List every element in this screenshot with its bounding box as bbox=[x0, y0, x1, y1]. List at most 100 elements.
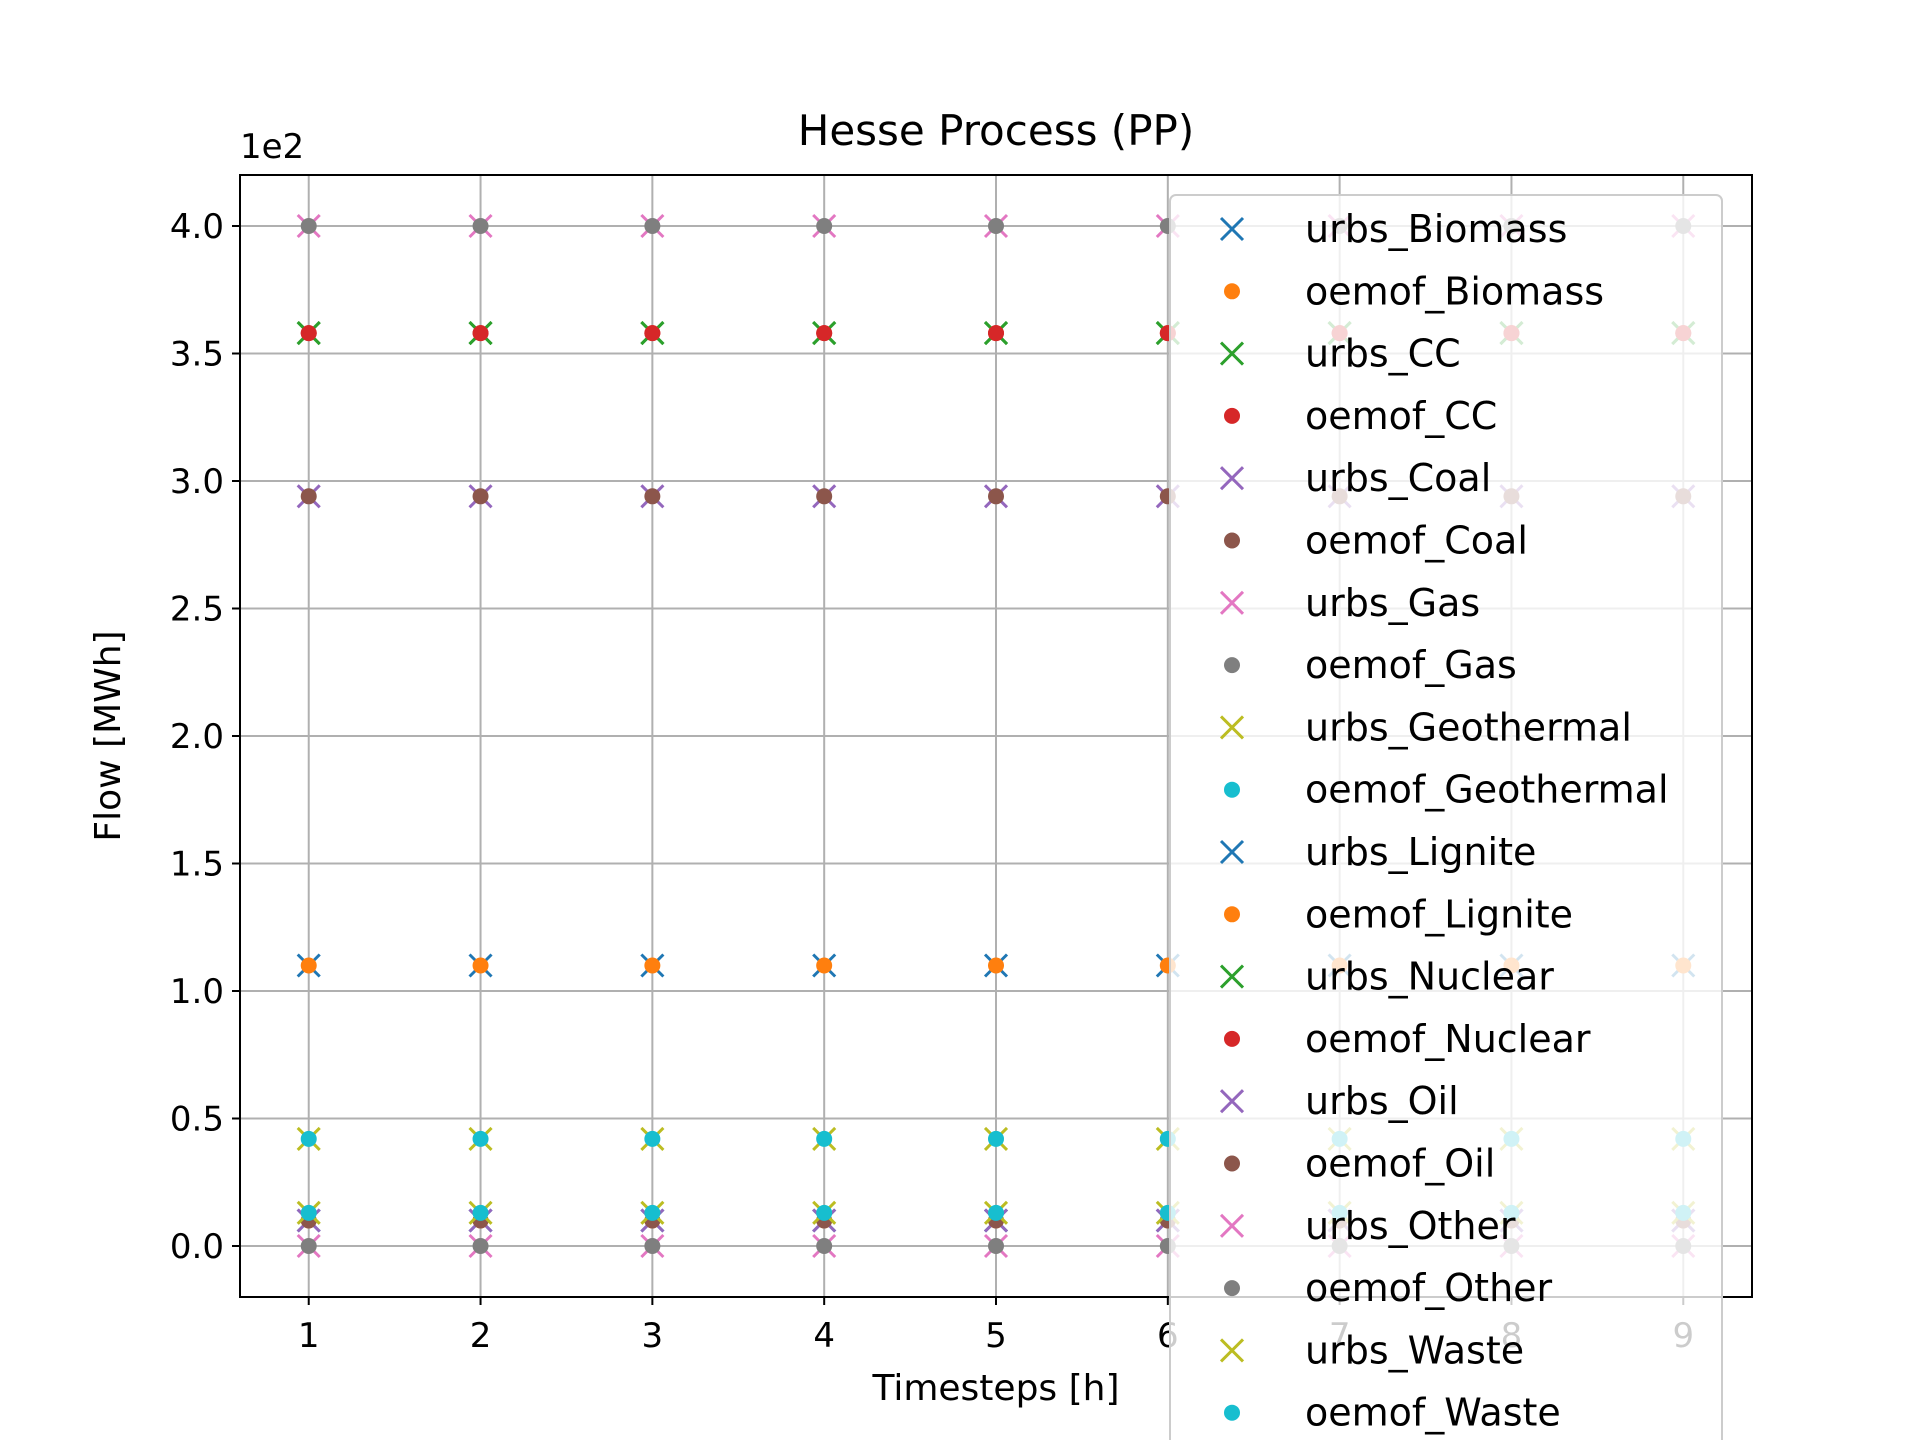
y-tick-label: 3.5 bbox=[170, 335, 224, 375]
legend-item: oemof_Other bbox=[1224, 1266, 1553, 1310]
legend-label: oemof_Lignite bbox=[1305, 892, 1573, 936]
legend-marker bbox=[1224, 407, 1240, 424]
marker-stroke bbox=[1219, 839, 1245, 865]
legend-marker bbox=[1219, 715, 1245, 740]
marker-stroke bbox=[1219, 466, 1245, 491]
legend-box bbox=[1169, 194, 1723, 1440]
legend-item: oemof_Geothermal bbox=[1224, 768, 1669, 812]
legend-item: urbs_Geothermal bbox=[1219, 705, 1632, 749]
legend-label: urbs_Oil bbox=[1305, 1079, 1459, 1123]
data-point bbox=[988, 218, 1004, 234]
y-tick-label: 0.5 bbox=[170, 1100, 224, 1140]
legend-marker bbox=[1224, 906, 1240, 923]
legend-marker bbox=[1219, 964, 1245, 989]
data-point bbox=[472, 957, 489, 974]
data-point bbox=[300, 218, 317, 234]
legend-item: urbs_Biomass bbox=[1219, 207, 1567, 251]
data-point bbox=[988, 1130, 1004, 1147]
legend-label: urbs_CC bbox=[1305, 332, 1461, 376]
legend-item: urbs_Coal bbox=[1219, 456, 1491, 500]
y-tick-label: 0.0 bbox=[170, 1227, 224, 1267]
legend-label: oemof_Waste bbox=[1305, 1391, 1561, 1435]
data-point bbox=[816, 1130, 833, 1147]
y-tick-label: 3.0 bbox=[170, 462, 224, 502]
legend-marker bbox=[1224, 1030, 1240, 1047]
data-point bbox=[644, 218, 661, 234]
legend-item: oemof_Nuclear bbox=[1224, 1017, 1591, 1061]
y-axis-offset-text: 1e2 bbox=[240, 127, 304, 167]
legend-label: oemof_Oil bbox=[1305, 1142, 1495, 1186]
marker-stroke bbox=[1219, 1089, 1245, 1114]
legend-item: urbs_Nuclear bbox=[1219, 955, 1554, 999]
data-point bbox=[300, 957, 317, 974]
data-point bbox=[472, 325, 489, 342]
data-point bbox=[644, 957, 661, 974]
data-point bbox=[816, 1238, 833, 1254]
legend-marker bbox=[1219, 1089, 1245, 1114]
data-point bbox=[300, 1130, 317, 1147]
data-point bbox=[644, 488, 661, 505]
legend-item: oemof_Lignite bbox=[1224, 892, 1573, 936]
legend-marker bbox=[1219, 341, 1245, 366]
legend-marker bbox=[1219, 1338, 1245, 1363]
marker-stroke bbox=[1219, 590, 1245, 615]
legend-item: urbs_Gas bbox=[1219, 581, 1480, 625]
data-point bbox=[300, 1238, 317, 1254]
data-point bbox=[988, 1238, 1004, 1254]
data-point bbox=[988, 957, 1004, 974]
legend: urbs_Biomass oemof_Biomass urbs_CC oemof_CC… bbox=[1169, 194, 1723, 1440]
legend-item: oemof_Oil bbox=[1224, 1142, 1495, 1186]
legend-label: oemof_Other bbox=[1305, 1266, 1553, 1310]
legend-item: urbs_Waste bbox=[1219, 1328, 1524, 1372]
legend-label: oemof_Coal bbox=[1305, 519, 1528, 563]
legend-marker bbox=[1224, 1280, 1240, 1297]
data-point bbox=[472, 218, 489, 234]
legend-marker bbox=[1224, 1155, 1240, 1172]
data-point bbox=[816, 1204, 833, 1221]
data-point bbox=[300, 1204, 317, 1221]
marker-stroke bbox=[1219, 341, 1245, 366]
marker-stroke bbox=[1219, 1338, 1245, 1363]
legend-label: urbs_Other bbox=[1305, 1204, 1516, 1248]
legend-marker bbox=[1224, 532, 1240, 549]
legend-marker bbox=[1219, 1213, 1245, 1238]
marker-stroke bbox=[1219, 715, 1245, 740]
data-point bbox=[988, 1204, 1004, 1221]
data-point bbox=[816, 957, 833, 974]
chart-title: Hesse Process (PP) bbox=[798, 106, 1194, 155]
data-point bbox=[644, 1130, 661, 1147]
legend-item: oemof_Biomass bbox=[1224, 269, 1604, 313]
ticks: 1234567890.00.51.01.52.02.53.03.54.0 bbox=[170, 207, 1694, 1356]
data-point bbox=[816, 488, 833, 505]
legend-label: oemof_Biomass bbox=[1305, 269, 1604, 313]
x-tick-label: 2 bbox=[470, 1316, 492, 1356]
legend-item: urbs_Other bbox=[1219, 1204, 1516, 1248]
x-tick-label: 3 bbox=[642, 1316, 664, 1356]
x-tick-label: 4 bbox=[813, 1316, 835, 1356]
legend-marker bbox=[1219, 216, 1245, 242]
legend-label: oemof_Nuclear bbox=[1305, 1017, 1591, 1061]
legend-label: urbs_Lignite bbox=[1305, 830, 1536, 874]
legend-item: urbs_Lignite bbox=[1219, 830, 1536, 874]
marker-stroke bbox=[1219, 964, 1245, 989]
legend-marker bbox=[1224, 1404, 1240, 1421]
legend-label: oemof_Gas bbox=[1305, 643, 1517, 687]
data-point bbox=[816, 218, 833, 234]
marker-stroke bbox=[1219, 1213, 1245, 1238]
y-axis-label: Flow [MWh] bbox=[88, 630, 129, 841]
legend-item: oemof_Coal bbox=[1224, 519, 1528, 563]
data-point bbox=[644, 1238, 661, 1254]
data-point bbox=[988, 488, 1004, 505]
data-point bbox=[472, 1238, 489, 1254]
legend-item: urbs_CC bbox=[1219, 332, 1461, 376]
data-point bbox=[644, 325, 661, 342]
y-tick-label: 1.5 bbox=[170, 845, 224, 885]
data-point bbox=[988, 325, 1004, 342]
data-point bbox=[300, 325, 317, 342]
legend-marker bbox=[1224, 657, 1240, 674]
legend-marker bbox=[1219, 839, 1245, 865]
y-tick-label: 1.0 bbox=[170, 972, 224, 1012]
data-point bbox=[472, 1130, 489, 1147]
legend-item: oemof_Gas bbox=[1224, 643, 1517, 687]
